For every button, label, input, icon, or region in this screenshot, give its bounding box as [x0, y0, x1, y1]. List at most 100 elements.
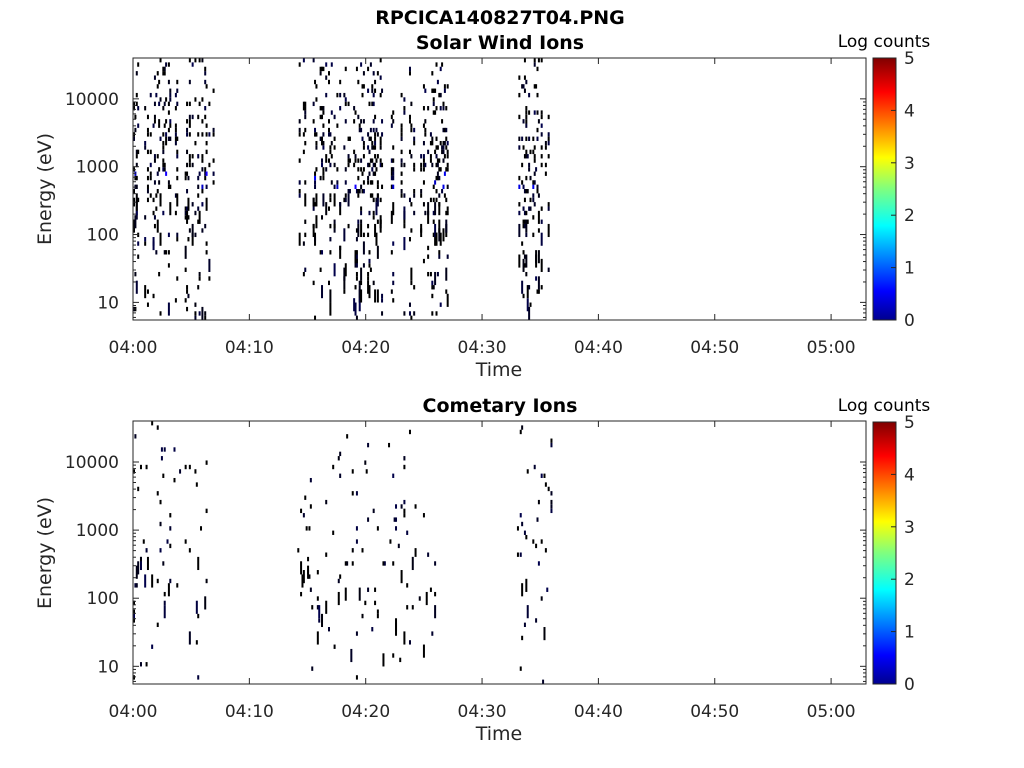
spectrogram-cell	[146, 184, 149, 189]
spectrogram-cell	[314, 79, 317, 85]
spectrogram-cell	[533, 154, 536, 159]
spectrogram-cell	[400, 127, 403, 133]
y-tick-label: 10000	[65, 453, 119, 473]
spectrogram-cell	[201, 184, 204, 189]
spectrogram-cell	[523, 75, 526, 80]
spectrogram-cell	[191, 154, 194, 159]
spectrogram-cell	[523, 189, 526, 194]
spectrogram-cell	[371, 158, 374, 163]
spectrogram-cell	[518, 202, 521, 207]
spectrogram-cell	[162, 71, 165, 76]
spectrogram-cell	[390, 158, 393, 163]
spectrogram-cell	[336, 123, 339, 128]
spectrogram-cell	[321, 285, 324, 299]
spectrogram-cell	[204, 315, 207, 320]
spectrogram-cell	[368, 210, 371, 216]
colorbar-tick-label: 3	[904, 518, 915, 538]
spectrogram-cell	[372, 101, 375, 107]
spectrogram-cell	[400, 136, 403, 141]
spectrogram-cell	[381, 311, 384, 316]
spectrogram-cell	[420, 189, 423, 194]
spectrogram-cell	[547, 154, 550, 159]
spectrogram-cell	[186, 127, 189, 133]
spectrogram-cell	[435, 62, 438, 67]
spectrogram-cell	[406, 530, 409, 535]
spectrogram-cell	[302, 149, 305, 155]
spectrogram-cell	[424, 132, 427, 137]
colorbar-tick-label: 4	[904, 465, 915, 485]
spectrogram-cell	[408, 429, 411, 435]
spectrogram-cell	[434, 180, 437, 185]
spectrogram-cell	[152, 197, 155, 203]
spectrogram-cell	[137, 106, 140, 111]
spectrogram-cell	[528, 92, 531, 98]
spectrogram-cell	[361, 171, 364, 176]
spectrogram-cell	[436, 175, 439, 181]
spectrogram-cell	[319, 66, 322, 72]
spectrogram-cell	[410, 127, 413, 133]
spectrogram-cell	[322, 167, 325, 172]
spectrogram-cell	[333, 644, 336, 649]
spectrogram-cell	[135, 210, 138, 216]
spectrogram-cell	[362, 119, 365, 124]
spectrogram-cell	[300, 508, 303, 514]
spectrogram-cell	[146, 189, 149, 194]
spectrogram-cell	[434, 110, 437, 115]
spectrogram-cell	[540, 258, 543, 272]
spectrogram-cell	[446, 184, 449, 189]
spectrogram-cell	[153, 180, 156, 185]
spectrogram-cell	[547, 140, 550, 146]
spectrogram-cell	[536, 136, 539, 141]
spectrogram-cell	[139, 464, 142, 470]
spectrogram-cell	[194, 315, 197, 320]
spectrogram-cell	[339, 473, 342, 478]
spectrogram-cell	[298, 180, 301, 185]
spectrogram-cell	[360, 158, 363, 163]
spectrogram-cell	[169, 92, 172, 98]
spectrogram-cell	[438, 228, 441, 242]
spectrogram-cell	[435, 175, 438, 181]
spectrogram-cell	[353, 106, 356, 111]
spectrogram-cell	[432, 232, 435, 238]
spectrogram-cell	[144, 140, 147, 146]
spectrogram-cell	[439, 66, 442, 72]
spectrogram-cell	[422, 158, 425, 163]
spectrogram-cell	[540, 219, 543, 224]
spectrogram-cell	[146, 132, 149, 137]
spectrogram-cell	[325, 92, 328, 98]
spectrogram-cell	[372, 92, 375, 98]
x-tick-label: 04:50	[690, 702, 739, 722]
spectrogram-cell	[537, 250, 540, 264]
spectrogram-cell	[427, 149, 430, 155]
spectrogram-cell	[158, 119, 161, 124]
spectrogram-cell	[372, 145, 375, 150]
y-tick-label: 100	[87, 226, 119, 246]
spectrogram-cell	[529, 149, 532, 155]
spectrogram-cell	[379, 145, 382, 150]
spectrogram-cell	[376, 219, 379, 224]
spectrogram-cell	[186, 162, 189, 168]
spectrogram-cell	[368, 171, 371, 176]
spectrogram-cell	[375, 127, 378, 133]
spectrogram-cell	[197, 675, 200, 680]
spectrogram-cell	[435, 232, 438, 238]
spectrogram-cell	[176, 149, 179, 155]
spectrogram-cell	[205, 250, 208, 255]
spectrogram-cell	[155, 193, 158, 198]
spectrogram-cell	[347, 223, 350, 229]
spectrogram-cell	[537, 210, 540, 224]
spectrogram-cell	[344, 119, 347, 124]
spectrogram-cell	[167, 184, 170, 189]
spectrogram-cell	[201, 158, 204, 163]
y-axis-label: Energy (eV)	[34, 133, 56, 245]
spectrogram-cell	[442, 184, 445, 189]
spectrogram-cell	[328, 627, 330, 632]
spectrogram-cell	[298, 119, 301, 124]
spectrogram-cell	[312, 223, 315, 238]
spectrogram-cell	[302, 513, 305, 518]
spectrogram-cell	[187, 215, 190, 220]
spectrogram-cell	[446, 210, 449, 216]
spectrogram-cell	[169, 578, 172, 584]
spectrogram-cell	[374, 154, 377, 159]
spectrogram-cell	[429, 271, 432, 277]
